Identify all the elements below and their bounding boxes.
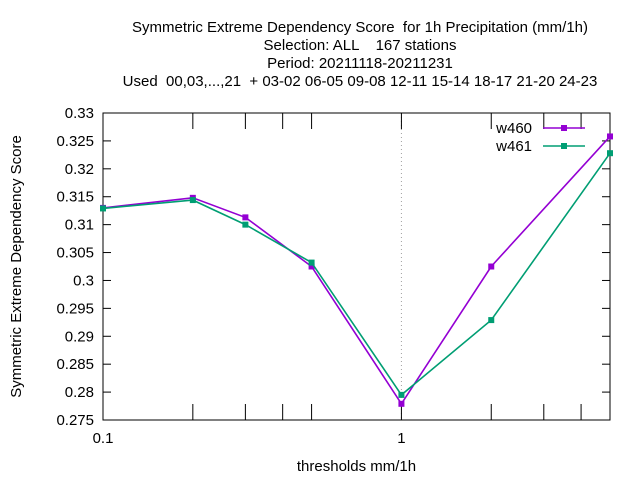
legend-label-w460: w460 [495, 120, 532, 137]
data-point-w460 [607, 133, 613, 140]
data-point-w460 [488, 263, 495, 270]
y-tick-label: 0.325 [56, 133, 94, 150]
series-layer [100, 133, 613, 407]
data-point-w461 [607, 150, 613, 157]
data-point-w461 [308, 259, 315, 266]
y-tick-label: 0.29 [65, 328, 94, 345]
y-tick-label: 0.275 [56, 412, 94, 429]
y-tick-label: 0.28 [65, 384, 94, 401]
data-point-w460 [398, 400, 405, 407]
data-point-w461 [189, 197, 196, 204]
y-tick-label: 0.3 [73, 272, 94, 289]
data-point-w461 [100, 205, 106, 212]
y-tick-label: 0.31 [65, 217, 94, 234]
chart-title-line-3: Period: 20211118-20211231 [267, 55, 453, 72]
data-point-w461 [242, 221, 249, 228]
series-line-w461 [102, 152, 611, 397]
legend-marker-w460 [561, 125, 567, 131]
y-tick-label: 0.285 [56, 356, 94, 373]
y-tick-label: 0.305 [56, 245, 94, 262]
x-tick-label: 1 [397, 430, 405, 447]
data-point-w461 [488, 317, 495, 324]
y-tick-label: 0.315 [56, 189, 94, 206]
chart-title-line-4: Used 00,03,...,21 + 03-02 06-05 09-08 12… [122, 73, 598, 90]
y-axis-label: Symmetric Extreme Dependency Score [8, 135, 25, 398]
legend-label-w461: w461 [495, 138, 532, 155]
plot-frame [102, 112, 611, 421]
tick-layer: 0.275 0.28 0.285 0.29 0.295 0.3 0.305 0.31 0.315… [56, 105, 611, 447]
data-point-w461 [398, 391, 405, 398]
y-tick-label: 0.33 [65, 105, 94, 122]
x-tick-label: 0.1 [93, 430, 114, 447]
legend-marker-w461 [561, 143, 567, 149]
chart-title-line-2: Selection: ALL 167 stations [263, 37, 457, 54]
data-point-w460 [242, 214, 249, 221]
y-tick-label: 0.295 [56, 300, 94, 317]
data-point-w460 [308, 263, 315, 270]
y-tick-label: 0.32 [65, 161, 94, 178]
series-line-w460 [102, 135, 611, 406]
x-axis-label: thresholds mm/1h [297, 458, 416, 475]
chart-title-line-1: Symmetric Extreme Dependency Score for 1… [132, 19, 588, 36]
